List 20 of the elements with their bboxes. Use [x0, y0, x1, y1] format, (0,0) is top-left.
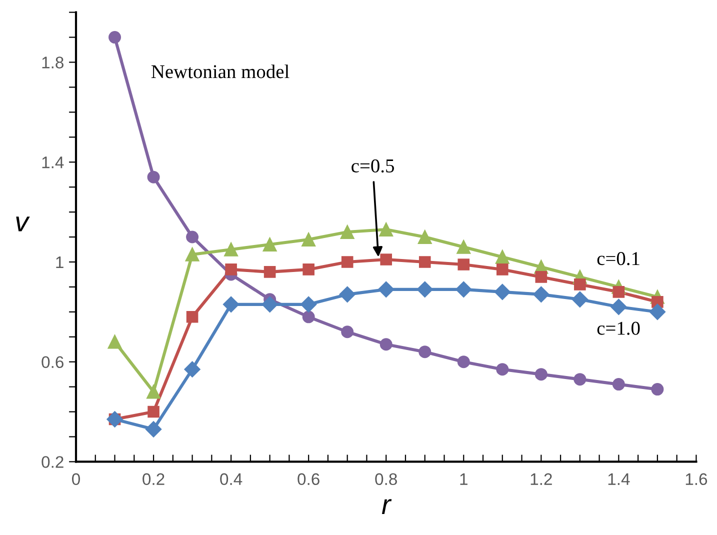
x-tick-label: 0.6	[298, 473, 320, 486]
y-tick-label: 0.2	[42, 456, 64, 468]
x-tick-label: 1.2	[530, 473, 552, 485]
series-label: Newtonian model	[151, 64, 290, 78]
x-tick-label: 0.8	[375, 473, 397, 486]
y-tick-label: 1.8	[42, 56, 64, 68]
x-tick-label: 0	[72, 473, 80, 486]
series-label: c=1.0	[597, 322, 640, 335]
y-tick-label: 0.6	[42, 356, 64, 368]
x-tick-label: 0.4	[220, 473, 242, 486]
x-tick-label: 1.6	[686, 473, 708, 486]
y-axis-title: v	[16, 216, 30, 232]
y-tick-label: 1	[56, 256, 64, 268]
x-tick-label: 0.2	[142, 473, 164, 486]
x-axis-title: r	[382, 499, 392, 514]
x-tick-label: 1	[460, 473, 468, 485]
series-label: c=0.1	[597, 252, 640, 266]
text: c=0.5	[352, 159, 394, 173]
y-tick-label: 1.4	[42, 156, 64, 168]
x-tick-label: 1.4	[608, 473, 630, 485]
